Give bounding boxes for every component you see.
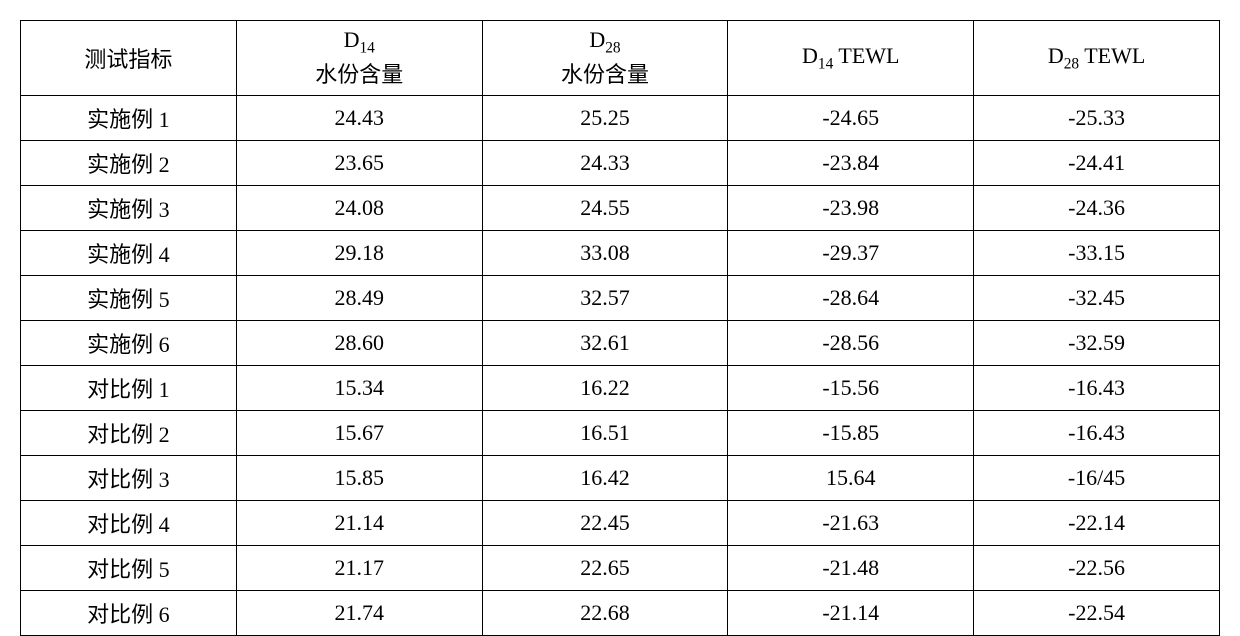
table-cell: -22.54	[974, 591, 1220, 636]
table-cell: 21.17	[236, 546, 482, 591]
col-header-d14-tewl: D14 TEWL	[728, 21, 974, 96]
table-row: 对比例 315.8516.4215.64-16/45	[21, 456, 1220, 501]
table-cell: -29.37	[728, 231, 974, 276]
table-cell: -15.56	[728, 366, 974, 411]
table-cell: 16.42	[482, 456, 728, 501]
table-cell: 21.14	[236, 501, 482, 546]
table-cell: 对比例 1	[21, 366, 237, 411]
table-cell: 24.43	[236, 96, 482, 141]
table-cell: -24.65	[728, 96, 974, 141]
table-row: 实施例 528.4932.57-28.64-32.45	[21, 276, 1220, 321]
table-row: 对比例 215.6716.51-15.85-16.43	[21, 411, 1220, 456]
table-cell: 21.74	[236, 591, 482, 636]
table-row: 实施例 628.6032.61-28.56-32.59	[21, 321, 1220, 366]
table-cell: 15.67	[236, 411, 482, 456]
table-cell: -24.41	[974, 141, 1220, 186]
table-cell: 对比例 4	[21, 501, 237, 546]
table-cell: 实施例 1	[21, 96, 237, 141]
table-cell: 32.57	[482, 276, 728, 321]
table-cell: 28.49	[236, 276, 482, 321]
table-row: 对比例 521.1722.65-21.48-22.56	[21, 546, 1220, 591]
table-cell: 对比例 5	[21, 546, 237, 591]
col-header-d14-moist: D14水份含量	[236, 21, 482, 96]
table-cell: 24.55	[482, 186, 728, 231]
table-row: 对比例 115.3416.22-15.56-16.43	[21, 366, 1220, 411]
table-cell: -23.84	[728, 141, 974, 186]
table-cell: 实施例 2	[21, 141, 237, 186]
table-cell: 16.22	[482, 366, 728, 411]
table-cell: 33.08	[482, 231, 728, 276]
col-header-metric: 测试指标	[21, 21, 237, 96]
table-cell: 29.18	[236, 231, 482, 276]
table-cell: -16.43	[974, 366, 1220, 411]
table-row: 实施例 429.1833.08-29.37-33.15	[21, 231, 1220, 276]
table-row: 对比例 621.7422.68-21.14-22.54	[21, 591, 1220, 636]
table-cell: -28.56	[728, 321, 974, 366]
table-cell: 对比例 6	[21, 591, 237, 636]
table-cell: -21.14	[728, 591, 974, 636]
table-cell: 24.33	[482, 141, 728, 186]
table-cell: 32.61	[482, 321, 728, 366]
table-cell: -22.14	[974, 501, 1220, 546]
table-cell: 22.65	[482, 546, 728, 591]
table-body: 实施例 124.4325.25-24.65-25.33实施例 223.6524.…	[21, 96, 1220, 636]
table-cell: 15.64	[728, 456, 974, 501]
table-cell: 实施例 6	[21, 321, 237, 366]
table-row: 实施例 124.4325.25-24.65-25.33	[21, 96, 1220, 141]
table-cell: -28.64	[728, 276, 974, 321]
table-cell: 28.60	[236, 321, 482, 366]
table-cell: 25.25	[482, 96, 728, 141]
table-cell: -23.98	[728, 186, 974, 231]
table-cell: -21.48	[728, 546, 974, 591]
table-cell: 对比例 2	[21, 411, 237, 456]
table-row: 实施例 223.6524.33-23.84-24.41	[21, 141, 1220, 186]
table-row: 实施例 324.0824.55-23.98-24.36	[21, 186, 1220, 231]
table-cell: 实施例 4	[21, 231, 237, 276]
table-cell: -32.45	[974, 276, 1220, 321]
table-cell: 实施例 5	[21, 276, 237, 321]
table-cell: -24.36	[974, 186, 1220, 231]
table-cell: -22.56	[974, 546, 1220, 591]
table-cell: 对比例 3	[21, 456, 237, 501]
table-cell: -16.43	[974, 411, 1220, 456]
table-cell: 实施例 3	[21, 186, 237, 231]
table-cell: 24.08	[236, 186, 482, 231]
table-cell: -21.63	[728, 501, 974, 546]
table-cell: 16.51	[482, 411, 728, 456]
table-cell: 15.85	[236, 456, 482, 501]
table-cell: -16/45	[974, 456, 1220, 501]
table-cell: 22.45	[482, 501, 728, 546]
table-cell: -33.15	[974, 231, 1220, 276]
table-row: 对比例 421.1422.45-21.63-22.14	[21, 501, 1220, 546]
table-cell: -32.59	[974, 321, 1220, 366]
table-header-row: 测试指标 D14水份含量 D28水份含量 D14 TEWL D28 TEWL	[21, 21, 1220, 96]
col-header-d28-tewl: D28 TEWL	[974, 21, 1220, 96]
col-header-d28-moist: D28水份含量	[482, 21, 728, 96]
table-cell: -15.85	[728, 411, 974, 456]
table-cell: 15.34	[236, 366, 482, 411]
table-cell: 22.68	[482, 591, 728, 636]
table-cell: -25.33	[974, 96, 1220, 141]
data-table: 测试指标 D14水份含量 D28水份含量 D14 TEWL D28 TEWL 实…	[20, 20, 1220, 636]
table-cell: 23.65	[236, 141, 482, 186]
